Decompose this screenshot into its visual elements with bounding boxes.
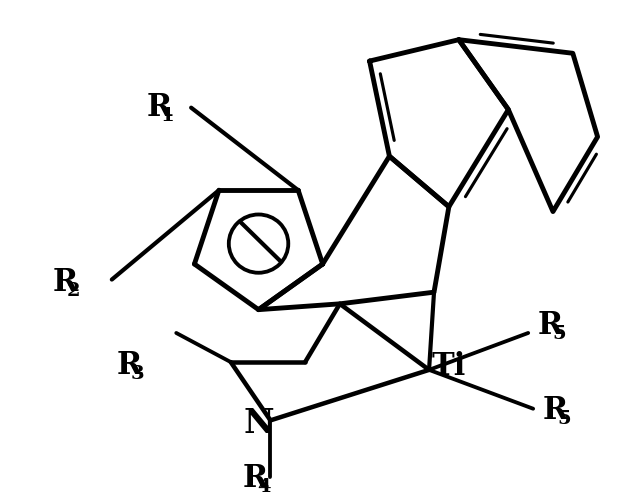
Text: Ti: Ti — [432, 351, 466, 382]
Text: R: R — [117, 349, 142, 381]
Text: R: R — [146, 92, 172, 123]
Text: N: N — [243, 407, 274, 440]
Text: R: R — [243, 463, 268, 494]
Text: 4: 4 — [257, 478, 270, 496]
Text: R: R — [538, 310, 564, 341]
Text: 1: 1 — [160, 107, 175, 125]
Text: 5: 5 — [557, 410, 571, 428]
Text: R: R — [543, 395, 568, 426]
Text: 2: 2 — [67, 282, 80, 300]
Text: 5: 5 — [552, 325, 566, 343]
Text: 3: 3 — [131, 365, 144, 383]
Text: R: R — [53, 267, 78, 298]
